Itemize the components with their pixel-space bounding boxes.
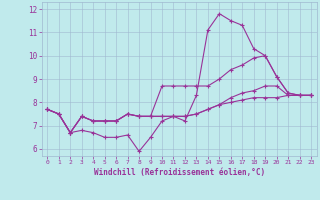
X-axis label: Windchill (Refroidissement éolien,°C): Windchill (Refroidissement éolien,°C) <box>94 168 265 177</box>
